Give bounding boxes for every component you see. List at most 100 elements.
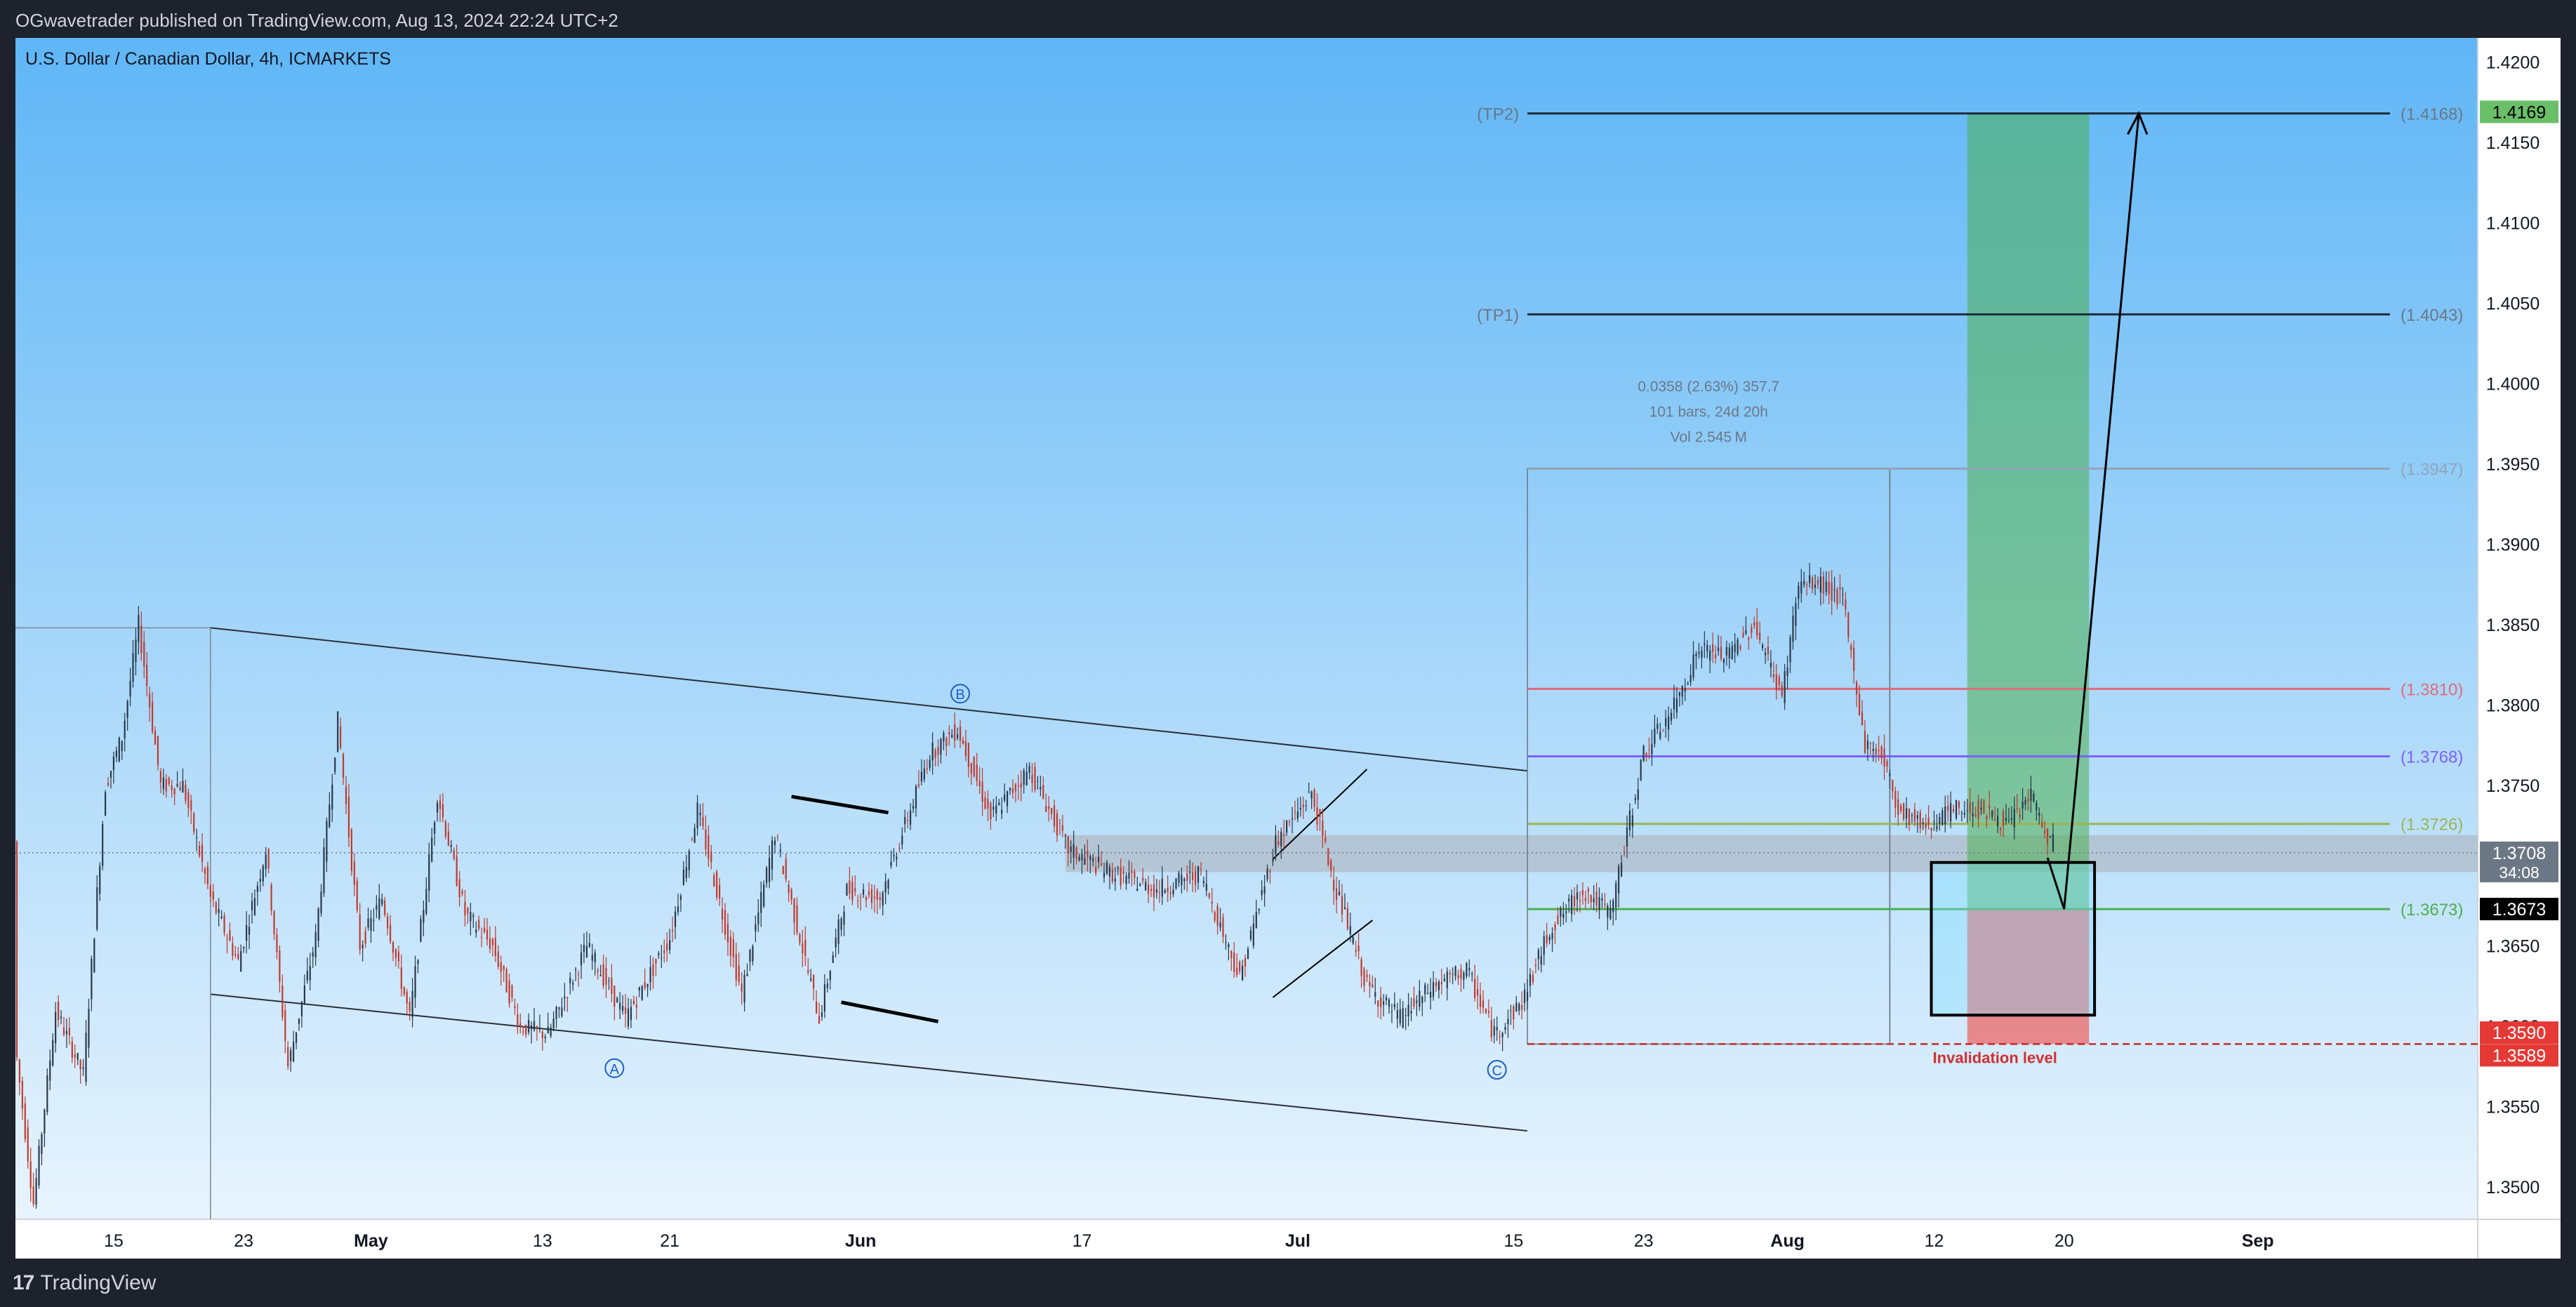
candle-body [314, 932, 317, 957]
candle-body [1526, 992, 1529, 1002]
candle-body [1291, 818, 1294, 819]
candle-body [575, 969, 577, 971]
candle-body [265, 854, 267, 870]
candle-body [1366, 974, 1368, 978]
candle-body [190, 800, 192, 811]
candle-body [1717, 647, 1720, 651]
candle-body [1374, 992, 1376, 997]
candle-body [1333, 880, 1335, 891]
candle-body [1457, 975, 1459, 978]
support-zone-band[interactable] [1065, 835, 2478, 873]
candle-body [1089, 856, 1091, 861]
candle-body [431, 837, 433, 862]
candle-body [1181, 875, 1183, 886]
candle-body [1383, 1001, 1385, 1005]
position-target-zone[interactable] [1967, 113, 2090, 910]
candle-body [1416, 1000, 1418, 1003]
candle-body [1202, 881, 1204, 884]
wedge-lower-line[interactable] [1272, 920, 1373, 998]
candle-body [60, 1016, 62, 1019]
candle-body [627, 1008, 630, 1027]
level-l4-price: (1.3726) [2401, 816, 2463, 835]
price-badge [2480, 1044, 2558, 1067]
candle-body [2044, 830, 2046, 834]
candle-body [719, 884, 721, 899]
current-price-text: 1.3708 [2492, 844, 2546, 863]
candle-body [768, 858, 771, 882]
candle-body [124, 720, 126, 738]
candle-body [578, 974, 580, 975]
wave-a-circle [604, 1058, 625, 1078]
x-tick-label: Aug [1770, 1231, 1805, 1251]
candle-body [1186, 873, 1188, 881]
flag-bottom-line[interactable] [841, 1000, 939, 1023]
candle-body [135, 639, 137, 663]
candle-body [162, 777, 164, 790]
candle-body [1701, 650, 1703, 658]
candle-body [138, 615, 140, 643]
channel-upper-line[interactable] [210, 627, 1528, 772]
candle-body [602, 964, 604, 986]
candle-body [309, 966, 311, 981]
candle-body [1490, 1020, 1492, 1038]
candle-body [102, 824, 104, 866]
candle-body [741, 983, 743, 992]
candle-body [1626, 827, 1628, 847]
candle-body [1892, 780, 1894, 792]
candle-body [1548, 936, 1551, 941]
flag-top-line[interactable] [791, 795, 889, 815]
measure-line2: 101 bars, 24d 20h [1649, 404, 1768, 420]
y-tick-label: 1.4150 [2486, 133, 2540, 153]
candle-body [417, 960, 419, 964]
projection-arrow[interactable] [2046, 113, 2140, 910]
candle-body [243, 947, 245, 949]
candle-body [1064, 835, 1066, 837]
candle-body [1986, 816, 1988, 820]
candle-body [2052, 834, 2054, 851]
candle-body [312, 952, 314, 957]
candle-body [1001, 809, 1003, 814]
position-stop-zone[interactable] [1967, 909, 2090, 1044]
candle-body [2047, 828, 2049, 844]
candle-body [15, 842, 18, 1058]
candle-body [1393, 1004, 1395, 1007]
candle-body [818, 1016, 821, 1024]
candle-body [1809, 575, 1811, 583]
candle-body [1322, 821, 1324, 836]
candle-body [802, 943, 804, 954]
candle-body [389, 924, 392, 942]
candle-body [1628, 810, 1631, 830]
entry-box[interactable] [1930, 861, 2097, 1017]
candle-body [1289, 821, 1291, 823]
candle-body [766, 867, 768, 884]
candle-body [1399, 1009, 1401, 1023]
candle-body [984, 797, 986, 809]
candle-body [508, 980, 510, 1004]
candle-body [915, 785, 917, 809]
candle-body [55, 1011, 57, 1044]
candle-body [364, 931, 366, 944]
candle-body [1228, 944, 1230, 948]
candle-body [1058, 823, 1061, 824]
candle-body [472, 915, 474, 917]
candle-body [1410, 1011, 1412, 1014]
candle-body [585, 946, 588, 958]
candle-body [337, 711, 339, 752]
candle-body [500, 962, 502, 972]
x-tick-label: 23 [234, 1231, 253, 1251]
candle-body [561, 1007, 563, 1016]
candle-body [331, 784, 333, 810]
candle-body [1725, 646, 1727, 656]
candle-body [146, 664, 148, 686]
candle-body [218, 908, 220, 913]
candle-body [1880, 746, 1883, 759]
level-tp2-price: (1.4168) [2401, 105, 2463, 124]
channel-lower-line[interactable] [210, 993, 1528, 1132]
candle-body [201, 844, 204, 862]
candle-body [1023, 770, 1025, 785]
candle-body [1006, 791, 1009, 807]
candle-body [1831, 582, 1833, 601]
candle-body [655, 958, 657, 964]
candle-body [68, 1028, 70, 1036]
